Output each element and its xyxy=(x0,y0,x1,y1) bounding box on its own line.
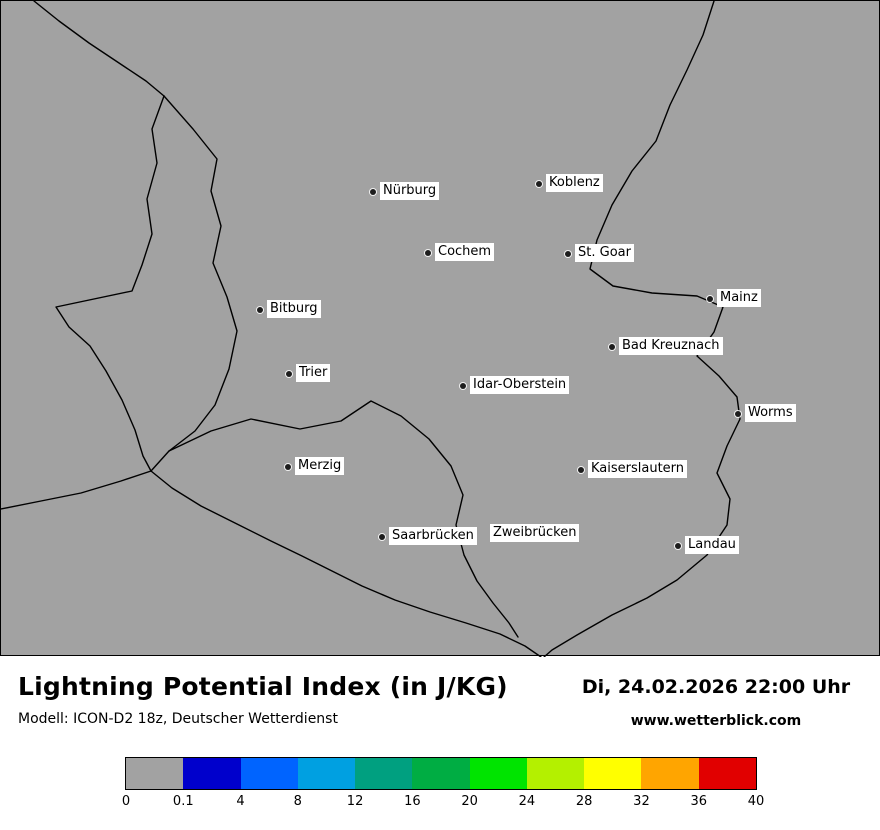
legend-segment xyxy=(412,758,470,789)
weather-map: Nürburg Koblenz Cochem St. Goar Bitburg Mainz… xyxy=(0,0,880,657)
city-label: Cochem xyxy=(435,243,495,261)
legend-tick: 4 xyxy=(236,794,245,809)
city-dot-icon xyxy=(707,296,713,302)
city-dot-icon xyxy=(425,250,431,256)
legend-tick: 40 xyxy=(747,794,765,809)
footer-right: Di, 24.02.2026 22:00 Uhr www.wetterblick… xyxy=(578,676,854,729)
city-dot-icon xyxy=(735,411,741,417)
city-dot-icon xyxy=(285,464,291,470)
city-dot-icon xyxy=(286,371,292,377)
legend-segment xyxy=(526,758,585,789)
legend-tick: 28 xyxy=(575,794,593,809)
legend-tick: 0 xyxy=(121,794,131,809)
legend-tick-row: 0 0.1 4 8 12 16 20 24 28 32 36 40 xyxy=(121,794,764,812)
legend-tick: 24 xyxy=(518,794,536,809)
legend-segment xyxy=(297,758,356,789)
city-label: Trier xyxy=(296,364,331,382)
legend-tick: 20 xyxy=(461,794,478,809)
city-dot-icon xyxy=(565,251,571,257)
legend-tick: 36 xyxy=(690,794,707,809)
city-label: Landau xyxy=(685,536,739,554)
legend-tick: 32 xyxy=(633,794,650,809)
city-label: Kaiserslautern xyxy=(588,460,688,478)
color-scale-legend: 0 0.1 4 8 12 16 20 24 28 32 36 40 xyxy=(121,757,764,812)
city-label: Merzig xyxy=(295,457,345,475)
legend-segment xyxy=(698,758,756,789)
legend-segment xyxy=(183,758,241,789)
legend-segment xyxy=(584,758,642,789)
legend-tick: 16 xyxy=(404,794,421,809)
city-label: Koblenz xyxy=(546,174,603,192)
legend-segment xyxy=(240,758,298,789)
city-label: Bad Kreuznach xyxy=(619,337,723,355)
city-label: Nürburg xyxy=(380,182,440,200)
city-dot-icon xyxy=(536,181,542,187)
legend-segment xyxy=(469,758,527,789)
page-title: Lightning Potential Index (in J/KG) xyxy=(18,672,508,701)
city-dot-icon xyxy=(257,307,263,313)
city-label: St. Goar xyxy=(575,244,634,262)
city-dot-icon xyxy=(609,344,615,350)
legend-segment xyxy=(355,758,413,789)
city-dot-icon xyxy=(460,383,466,389)
city-dot-icon xyxy=(379,534,385,540)
forecast-datetime: Di, 24.02.2026 22:00 Uhr xyxy=(581,676,851,698)
legend-segment xyxy=(641,758,699,789)
legend-segment xyxy=(126,758,184,789)
city-dot-icon xyxy=(578,467,584,473)
city-label: Saarbrücken xyxy=(389,527,477,545)
city-label: Bitburg xyxy=(267,300,321,318)
city-label: Zweibrücken xyxy=(490,524,580,542)
model-info: Modell: ICON-D2 18z, Deutscher Wetterdie… xyxy=(18,711,338,727)
city-label: Mainz xyxy=(717,289,761,307)
website-link: www.wetterblick.com xyxy=(630,713,802,729)
city-layer: Nürburg Koblenz Cochem St. Goar Bitburg Mainz… xyxy=(1,1,879,655)
legend-tick: 8 xyxy=(293,794,302,809)
border-lines-graphic xyxy=(1,1,741,657)
legend-tick: 0.1 xyxy=(172,794,194,809)
city-label: Idar-Oberstein xyxy=(470,376,570,394)
legend-tick: 12 xyxy=(346,794,364,809)
city-dot-icon xyxy=(370,189,376,195)
city-label: Worms xyxy=(745,404,796,422)
legend-colorbar xyxy=(125,757,757,790)
city-dot-icon xyxy=(675,543,681,549)
